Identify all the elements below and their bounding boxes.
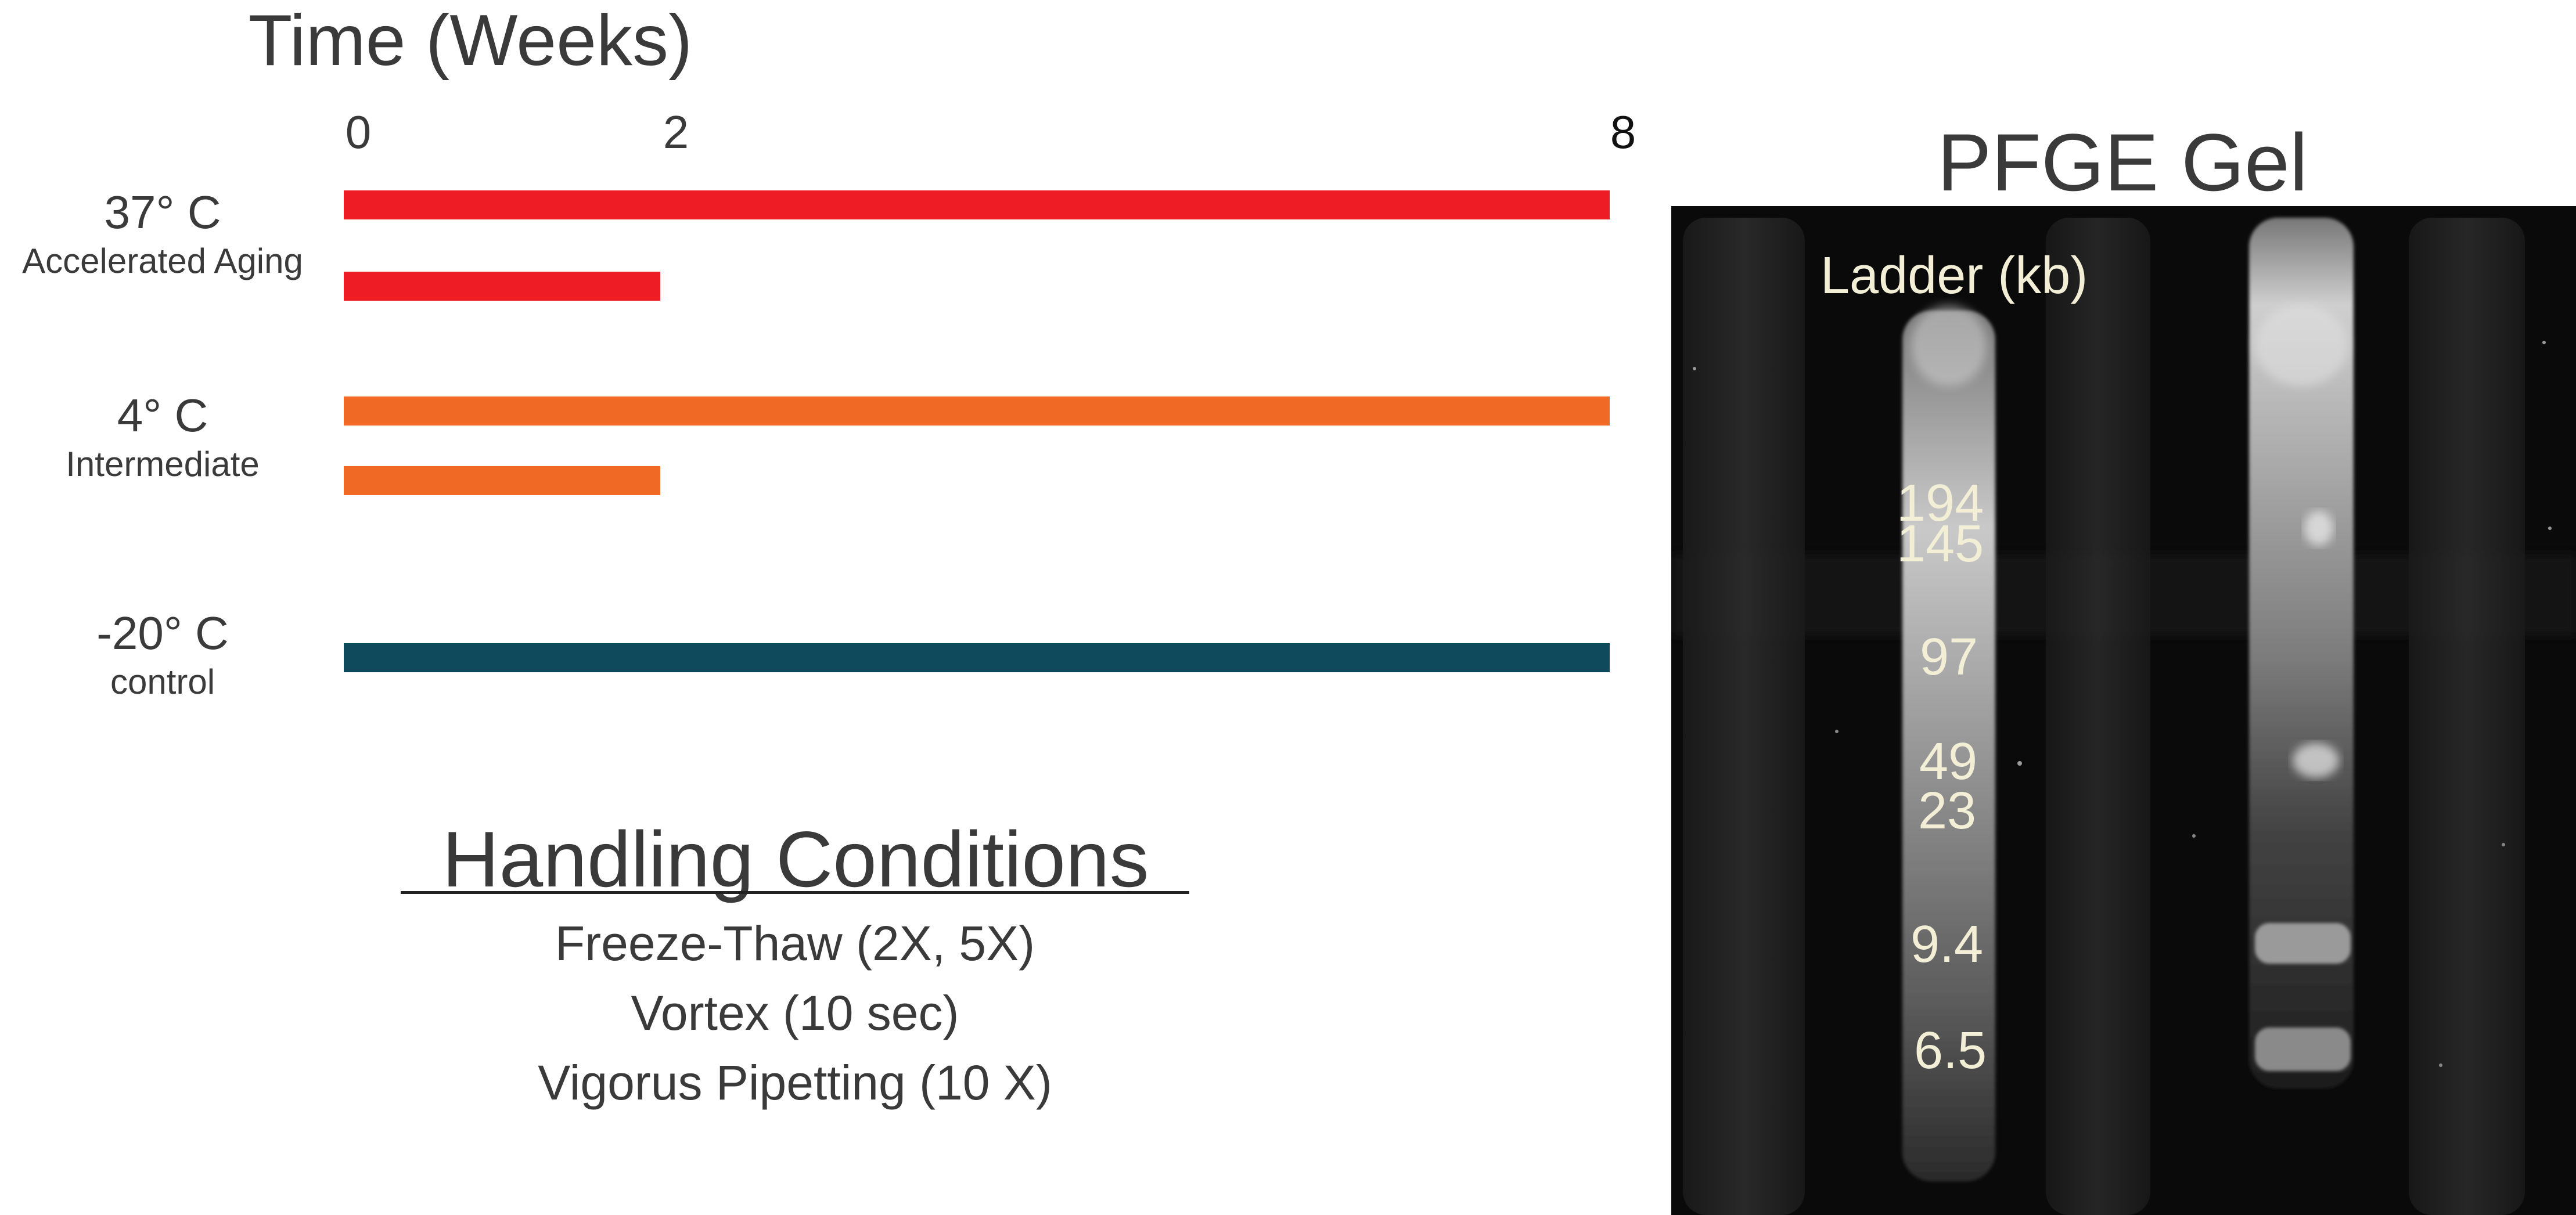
handling-title-underline <box>401 891 1189 894</box>
ladder-label-49: 49 <box>1919 733 1978 791</box>
handling-item-pipetting: Vigorus Pipetting (10 X) <box>538 1055 1052 1110</box>
bar-4c-2wk <box>344 466 660 495</box>
condition-4c-temp: 4° C <box>117 390 208 441</box>
time-tick-0: 0 <box>345 106 372 158</box>
bar-minus20c-8wk <box>344 643 1610 672</box>
ladder-label-145: 145 <box>1897 515 1984 573</box>
handling-item-freeze-thaw: Freeze-Thaw (2X, 5X) <box>555 916 1035 971</box>
condition-37c: 37° C Accelerated Aging <box>0 185 325 282</box>
bar-37c-2wk <box>344 272 660 301</box>
condition-minus20c: -20° C control <box>0 605 325 703</box>
handling-conditions-title: Handling Conditions <box>442 815 1149 903</box>
condition-37c-temp: 37° C <box>104 186 221 238</box>
pfge-gel-image: Ladder (kb) 194 145 97 49 23 9.4 6.5 <box>1671 206 2576 1215</box>
gel-title: PFGE Gel <box>1937 117 2308 208</box>
ladder-title: Ladder (kb) <box>1821 247 2088 305</box>
condition-37c-subtitle: Accelerated Aging <box>22 241 303 280</box>
ladder-label-97: 97 <box>1920 628 1978 686</box>
time-axis-title: Time (Weeks) <box>248 1 693 81</box>
time-tick-8: 8 <box>1610 106 1636 158</box>
ladder-label-194: 194 <box>1897 474 1984 532</box>
time-tick-2: 2 <box>663 106 689 158</box>
gel-lanes-graphic <box>1671 206 2576 1215</box>
condition-4c-subtitle: Intermediate <box>66 445 260 484</box>
ladder-label-9-4: 9.4 <box>1911 915 1984 974</box>
bar-4c-8wk <box>344 396 1610 426</box>
ladder-label-6-5: 6.5 <box>1914 1022 1987 1080</box>
condition-minus20c-subtitle: control <box>110 662 215 701</box>
bar-37c-8wk <box>344 190 1610 219</box>
condition-4c: 4° C Intermediate <box>0 388 325 485</box>
handling-item-vortex: Vortex (10 sec) <box>631 986 959 1040</box>
ladder-label-23: 23 <box>1918 782 1977 840</box>
condition-minus20c-temp: -20° C <box>96 607 229 659</box>
